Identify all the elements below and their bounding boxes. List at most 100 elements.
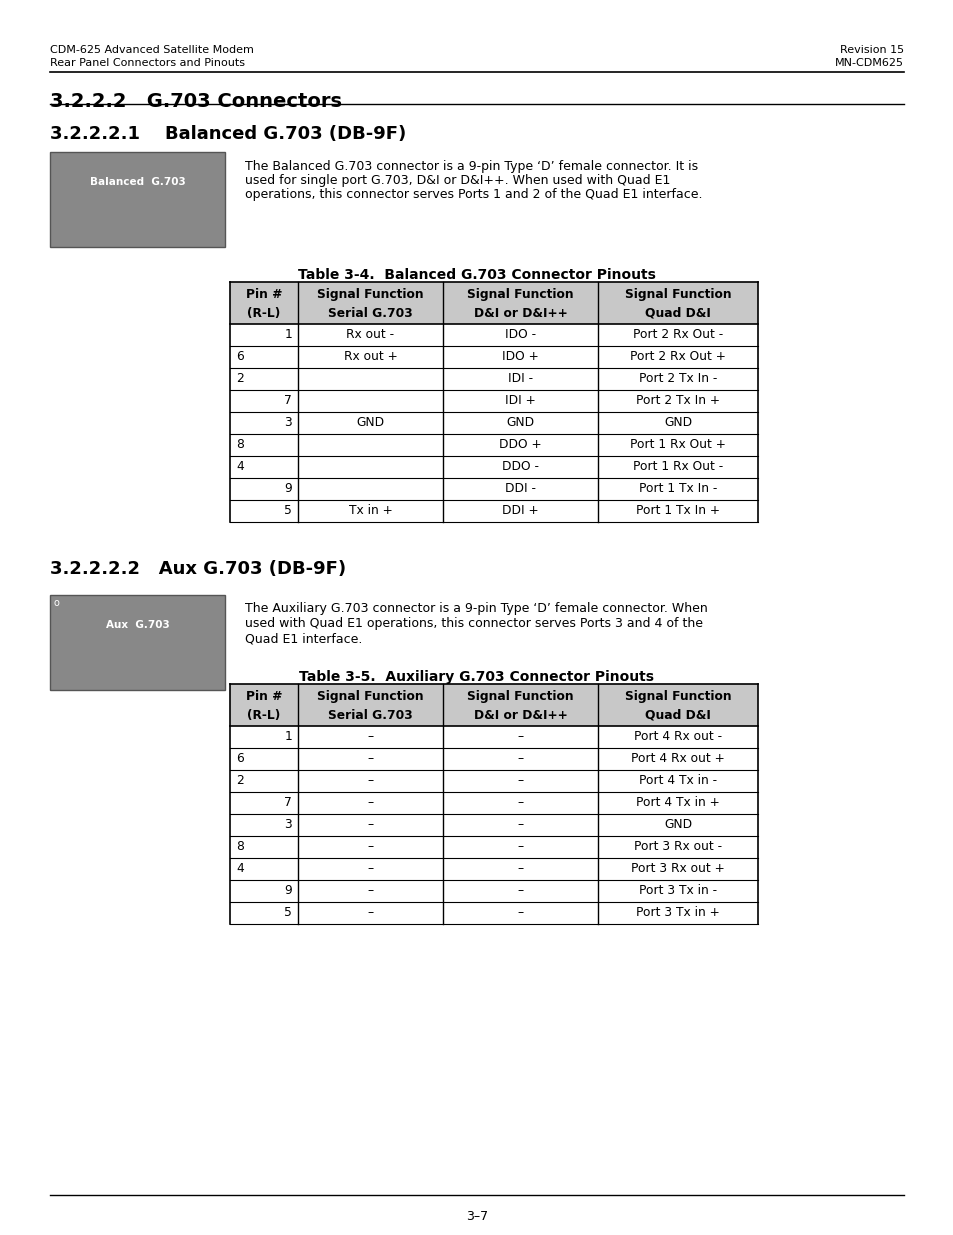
Text: Port 1 Rx Out +: Port 1 Rx Out +	[629, 438, 725, 452]
Text: used for single port G.703, D&I or D&I++. When used with Quad E1: used for single port G.703, D&I or D&I++…	[245, 174, 670, 186]
Text: Revision 15: Revision 15	[839, 44, 903, 56]
Text: –: –	[367, 774, 374, 788]
Text: –: –	[367, 841, 374, 853]
FancyBboxPatch shape	[50, 152, 225, 247]
Text: Signal Function: Signal Function	[624, 690, 731, 703]
Text: Port 3 Tx in +: Port 3 Tx in +	[636, 906, 720, 920]
Text: Port 4 Rx out -: Port 4 Rx out -	[634, 730, 721, 743]
Text: 3.2.2.2   G.703 Connectors: 3.2.2.2 G.703 Connectors	[50, 91, 341, 111]
Text: 4: 4	[235, 461, 244, 473]
Text: Signal Function: Signal Function	[467, 288, 573, 301]
Text: CDM-625 Advanced Satellite Modem: CDM-625 Advanced Satellite Modem	[50, 44, 253, 56]
Text: –: –	[367, 862, 374, 876]
Text: IDI -: IDI -	[507, 373, 533, 385]
Text: Port 1 Rx Out -: Port 1 Rx Out -	[632, 461, 722, 473]
Text: 9: 9	[284, 884, 292, 898]
Text: MN-CDM625: MN-CDM625	[834, 58, 903, 68]
Text: –: –	[517, 730, 523, 743]
Text: Port 1 Tx In +: Port 1 Tx In +	[636, 505, 720, 517]
Text: 3: 3	[284, 819, 292, 831]
Text: D&I or D&I++: D&I or D&I++	[473, 709, 567, 721]
Text: 8: 8	[235, 438, 244, 452]
Text: Rx out -: Rx out -	[346, 329, 395, 342]
Text: IDI +: IDI +	[504, 394, 536, 408]
Text: Port 3 Rx out +: Port 3 Rx out +	[631, 862, 724, 876]
Text: 6: 6	[235, 351, 244, 363]
Text: Aux  G.703: Aux G.703	[106, 620, 170, 630]
Text: Port 3 Tx in -: Port 3 Tx in -	[639, 884, 717, 898]
Text: –: –	[367, 730, 374, 743]
Text: Quad D&I: Quad D&I	[644, 709, 710, 721]
Text: Signal Function: Signal Function	[467, 690, 573, 703]
Bar	[230, 684, 758, 726]
Text: –: –	[367, 884, 374, 898]
Text: 1: 1	[284, 329, 292, 342]
Text: GND: GND	[356, 416, 384, 430]
Text: Rear Panel Connectors and Pinouts: Rear Panel Connectors and Pinouts	[50, 58, 245, 68]
Text: Quad D&I: Quad D&I	[644, 306, 710, 320]
Text: DDO -: DDO -	[501, 461, 538, 473]
Text: DDI -: DDI -	[504, 483, 536, 495]
Text: The Auxiliary G.703 connector is a 9-pin Type ‘D’ female connector. When: The Auxiliary G.703 connector is a 9-pin…	[245, 601, 707, 615]
Text: –: –	[517, 819, 523, 831]
Text: (R-L): (R-L)	[247, 306, 280, 320]
Text: Tx in +: Tx in +	[348, 505, 392, 517]
Text: Port 3 Rx out -: Port 3 Rx out -	[634, 841, 721, 853]
Text: DDI +: DDI +	[501, 505, 538, 517]
Text: 3–7: 3–7	[465, 1210, 488, 1223]
Text: 5: 5	[284, 505, 292, 517]
Text: Port 2 Tx In +: Port 2 Tx In +	[636, 394, 720, 408]
Text: Port 4 Rx out +: Port 4 Rx out +	[631, 752, 724, 766]
Text: 5: 5	[284, 906, 292, 920]
Text: o: o	[53, 598, 59, 608]
Text: Table 3-4.  Balanced G.703 Connector Pinouts: Table 3-4. Balanced G.703 Connector Pino…	[297, 268, 656, 282]
Text: –: –	[517, 752, 523, 766]
Text: Pin #: Pin #	[246, 690, 282, 703]
Text: Signal Function: Signal Function	[316, 288, 423, 301]
Text: 6: 6	[235, 752, 244, 766]
Text: Serial G.703: Serial G.703	[328, 306, 413, 320]
Text: –: –	[517, 797, 523, 809]
Text: 4: 4	[235, 862, 244, 876]
Text: 7: 7	[284, 797, 292, 809]
Text: GND: GND	[663, 819, 691, 831]
Text: Port 2 Rx Out +: Port 2 Rx Out +	[629, 351, 725, 363]
Text: Serial G.703: Serial G.703	[328, 709, 413, 721]
Text: 2: 2	[235, 774, 244, 788]
Text: DDO +: DDO +	[498, 438, 541, 452]
Text: 9: 9	[284, 483, 292, 495]
Text: IDO -: IDO -	[504, 329, 536, 342]
Text: –: –	[517, 906, 523, 920]
Text: Port 4 Tx in -: Port 4 Tx in -	[639, 774, 717, 788]
Text: Signal Function: Signal Function	[624, 288, 731, 301]
Text: 3.2.2.2.1    Balanced G.703 (DB-9F): 3.2.2.2.1 Balanced G.703 (DB-9F)	[50, 125, 406, 143]
Text: –: –	[517, 862, 523, 876]
Text: The Balanced G.703 connector is a 9-pin Type ‘D’ female connector. It is: The Balanced G.703 connector is a 9-pin …	[245, 161, 698, 173]
Text: 8: 8	[235, 841, 244, 853]
Text: Rx out +: Rx out +	[343, 351, 397, 363]
Text: 7: 7	[284, 394, 292, 408]
Bar	[230, 282, 758, 324]
Text: Pin #: Pin #	[246, 288, 282, 301]
Text: –: –	[367, 752, 374, 766]
Text: Port 2 Tx In -: Port 2 Tx In -	[639, 373, 717, 385]
Text: 2: 2	[235, 373, 244, 385]
Text: 3: 3	[284, 416, 292, 430]
Text: Port 1 Tx In -: Port 1 Tx In -	[639, 483, 717, 495]
Text: Balanced  G.703: Balanced G.703	[90, 177, 185, 186]
Text: Table 3-5.  Auxiliary G.703 Connector Pinouts: Table 3-5. Auxiliary G.703 Connector Pin…	[299, 671, 654, 684]
Text: –: –	[517, 884, 523, 898]
Text: –: –	[517, 841, 523, 853]
Text: –: –	[367, 797, 374, 809]
Text: operations, this connector serves Ports 1 and 2 of the Quad E1 interface.: operations, this connector serves Ports …	[245, 188, 701, 201]
Text: 3.2.2.2.2   Aux G.703 (DB-9F): 3.2.2.2.2 Aux G.703 (DB-9F)	[50, 559, 346, 578]
Text: –: –	[517, 774, 523, 788]
Text: –: –	[367, 906, 374, 920]
Text: GND: GND	[663, 416, 691, 430]
Text: IDO +: IDO +	[501, 351, 538, 363]
Text: Quad E1 interface.: Quad E1 interface.	[245, 632, 362, 645]
Text: Port 2 Rx Out -: Port 2 Rx Out -	[632, 329, 722, 342]
Text: 1: 1	[284, 730, 292, 743]
Text: –: –	[367, 819, 374, 831]
Text: Signal Function: Signal Function	[316, 690, 423, 703]
